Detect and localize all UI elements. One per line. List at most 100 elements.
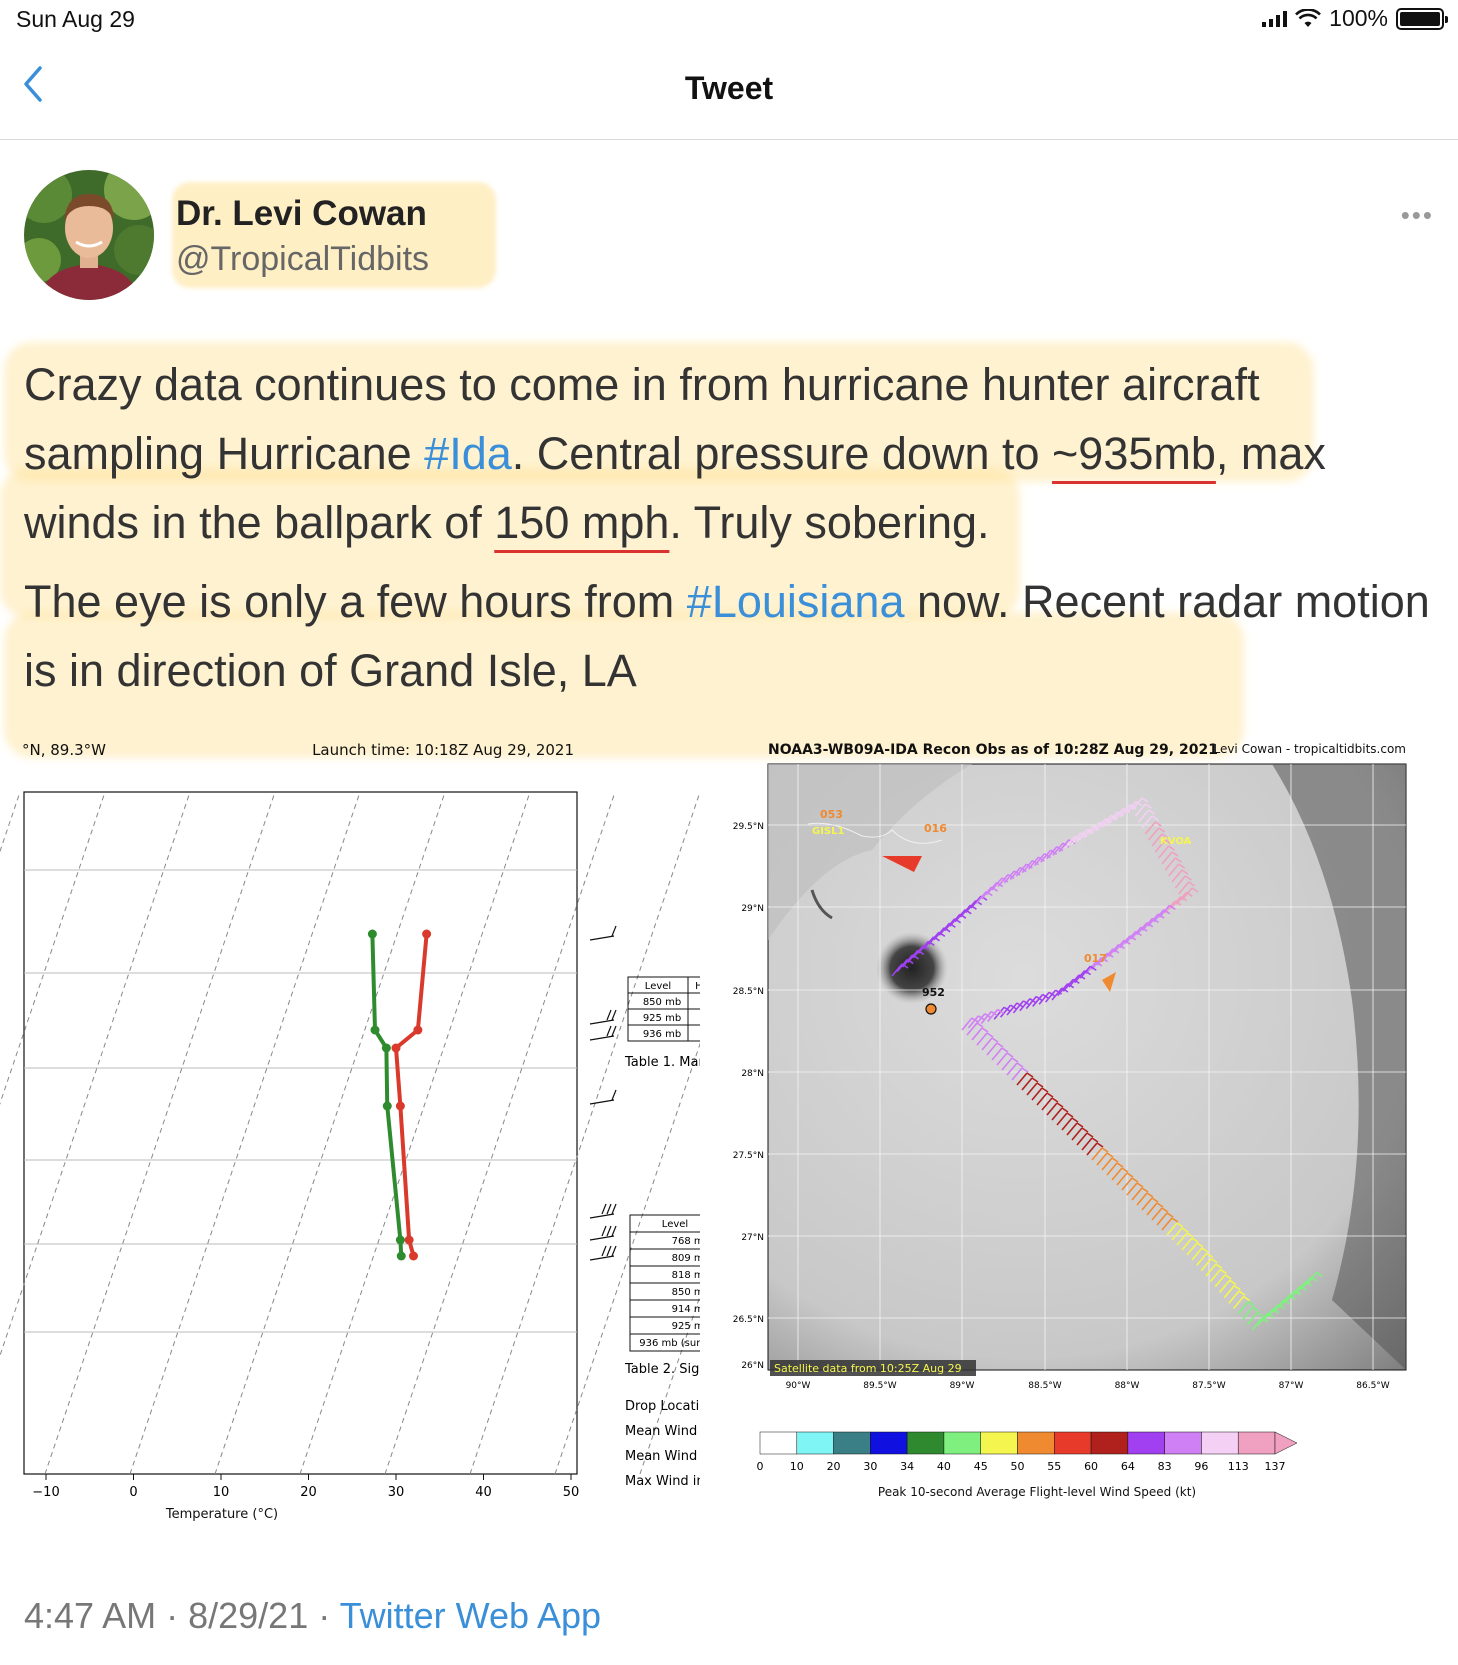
wind-barb-flag xyxy=(1050,849,1058,855)
avatar[interactable] xyxy=(24,170,154,300)
sounding-launch-time: Launch time: 10:18Z Aug 29, 2021 xyxy=(312,741,574,759)
wind-barb-flag xyxy=(1048,991,1056,997)
sounding-xlabel: Temperature (°C) xyxy=(165,1507,278,1522)
wind-barb-ob xyxy=(1006,1062,1018,1076)
x-tick-label: 50 xyxy=(563,1485,580,1500)
lon-label: 87°W xyxy=(1279,1381,1304,1391)
wind-barb-ob xyxy=(980,1011,992,1025)
wind-barb-ob xyxy=(917,940,929,954)
wind-barb-ob xyxy=(1121,1177,1133,1191)
wind-barb-flag xyxy=(996,1042,1004,1048)
wind-barb-flag xyxy=(1026,1072,1034,1078)
wind-barb-flag xyxy=(1148,809,1156,815)
wind-barb-ob xyxy=(944,918,956,932)
tweet-text-segment: . Central pressure down to xyxy=(511,428,1053,479)
wind-barb-ob xyxy=(1006,1002,1018,1016)
wind-barb-ob xyxy=(1232,1295,1245,1309)
colorbar-swatch xyxy=(980,1431,1018,1455)
colorbar-tick-label: 50 xyxy=(1011,1460,1025,1473)
wind-barb-flag xyxy=(1067,982,1075,989)
recon-map-image[interactable]: NOAA3-WB09A-IDA Recon Obs as of 10:28Z A… xyxy=(712,740,1424,1540)
page-title: Tweet xyxy=(684,70,774,106)
wind-barb-ob xyxy=(1011,1067,1023,1081)
center-pressure-label: 952 xyxy=(922,986,945,999)
sounding-image[interactable]: °N, 89.3°W Launch time: 10:18Z Aug 29, 2… xyxy=(0,740,700,1540)
wind-barb-flag xyxy=(1061,987,1069,993)
wind-barb-flag xyxy=(1056,846,1064,852)
tweet-text-segment: Crazy data continues to come in from hur… xyxy=(24,359,1260,479)
wind-barb-flag xyxy=(1191,887,1199,893)
wind-barb-ob xyxy=(970,895,982,909)
wind-barb-ob xyxy=(1064,835,1076,849)
meta-separator: · xyxy=(318,1595,340,1636)
wind-barb-ob xyxy=(1076,1132,1088,1146)
wind-barb-flag xyxy=(1029,998,1037,1004)
colorbar-tick-label: 30 xyxy=(863,1460,877,1473)
station-label: GISL1 xyxy=(812,826,845,837)
wind-barb-flag xyxy=(1086,828,1094,834)
more-options-icon[interactable]: ••• xyxy=(1400,200,1434,230)
tweet-text-segment: , max winds in the ballpark of xyxy=(24,428,1326,548)
wind-barb-ob xyxy=(1071,1127,1083,1141)
wind-barb-ob xyxy=(1191,1247,1203,1261)
wind-barb-ob xyxy=(1284,1290,1296,1304)
colorbar-tick-label: 83 xyxy=(1158,1460,1172,1473)
dewpoint-line xyxy=(370,933,404,1257)
table2-cell: 914 mb xyxy=(672,1304,700,1315)
lat-label: 28.5°N xyxy=(733,987,764,997)
table1-caption: Table 1. Manc xyxy=(624,1055,700,1070)
wind-barb-ob xyxy=(954,909,966,923)
wind-barb xyxy=(589,1009,617,1025)
wind-barb-flag xyxy=(1156,1202,1164,1208)
wind-barb-ob xyxy=(965,900,977,914)
wind-barb-flag xyxy=(1123,939,1131,945)
wind-barb-flag xyxy=(1176,1222,1184,1228)
wind-barb-flag xyxy=(1161,1207,1169,1213)
wind-barb-ob xyxy=(1019,998,1031,1012)
wind-barb-flag xyxy=(1066,1112,1074,1118)
wind-barb-ob xyxy=(1058,839,1070,853)
wind-barb-flag xyxy=(1163,909,1171,915)
wind-barb-flag xyxy=(1022,1000,1030,1006)
wind-barb-ob xyxy=(1300,1276,1312,1290)
wind-barb-flag xyxy=(1154,821,1162,827)
colorbar-tick-label: 20 xyxy=(827,1460,841,1473)
wind-barb-ob xyxy=(1021,860,1034,874)
wind-barb-flag xyxy=(1106,1152,1114,1158)
lon-label: 90°W xyxy=(786,1381,811,1391)
wind-barb-ob xyxy=(997,874,1009,888)
colorbar-swatch xyxy=(833,1431,871,1455)
wind-barb-ob xyxy=(1116,1172,1128,1186)
wind-barb-ob xyxy=(1228,1290,1240,1304)
wind-barb-flag xyxy=(1168,904,1176,911)
wind-barb-flag xyxy=(1171,851,1179,857)
author-display-name[interactable]: Dr. Levi Cowan xyxy=(176,194,427,233)
table-1: Level He 850 mb 1! 925 mb 936 mb Table 1… xyxy=(624,976,700,1070)
wind-barb-flag xyxy=(1166,1212,1174,1218)
wind-barb-ob xyxy=(1046,1102,1058,1116)
wind-barb-flag xyxy=(1206,1252,1214,1259)
wind-barb-flag xyxy=(1071,1117,1079,1123)
dewpoint-point xyxy=(367,929,377,939)
wind-barb-flag xyxy=(1140,926,1148,932)
hashtag-louisiana[interactable]: #Louisiana xyxy=(686,576,905,627)
wind-barb-flag xyxy=(1135,800,1143,807)
hashtag-ida[interactable]: #Ida xyxy=(424,428,512,479)
wind-barb-flag xyxy=(1042,993,1050,1000)
wind-barb-ob xyxy=(1031,1087,1043,1101)
author-handle[interactable]: @TropicalTidbits xyxy=(176,240,430,278)
lat-label: 27.5°N xyxy=(733,1151,764,1161)
wind-barb-ob xyxy=(1033,853,1046,867)
wind-barb-flag xyxy=(986,1032,994,1038)
lon-label: 88.5°W xyxy=(1028,1381,1062,1391)
wind-barb-flag xyxy=(976,1022,984,1028)
wind-barb-ob xyxy=(1305,1272,1318,1286)
wind-barb-flag xyxy=(1164,839,1172,845)
wind-barb-flag xyxy=(1220,1268,1227,1275)
wind-barb-ob xyxy=(1126,1182,1138,1196)
table2-header: Level xyxy=(662,1219,688,1230)
wind-barb-ob xyxy=(1161,1217,1173,1231)
back-button[interactable] xyxy=(18,64,58,114)
tweet-source-link[interactable]: Twitter Web App xyxy=(339,1595,602,1636)
wind-barb-flag xyxy=(1151,815,1159,821)
